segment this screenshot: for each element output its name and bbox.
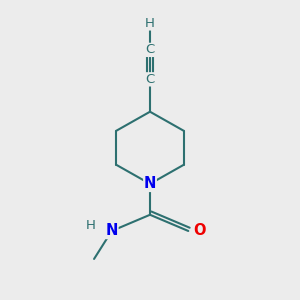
- Text: O: O: [194, 224, 206, 238]
- Text: C: C: [146, 44, 154, 56]
- Text: C: C: [146, 73, 154, 86]
- Text: H: H: [145, 17, 155, 30]
- Text: N: N: [144, 176, 156, 191]
- Text: N: N: [106, 224, 118, 238]
- Text: H: H: [86, 219, 96, 232]
